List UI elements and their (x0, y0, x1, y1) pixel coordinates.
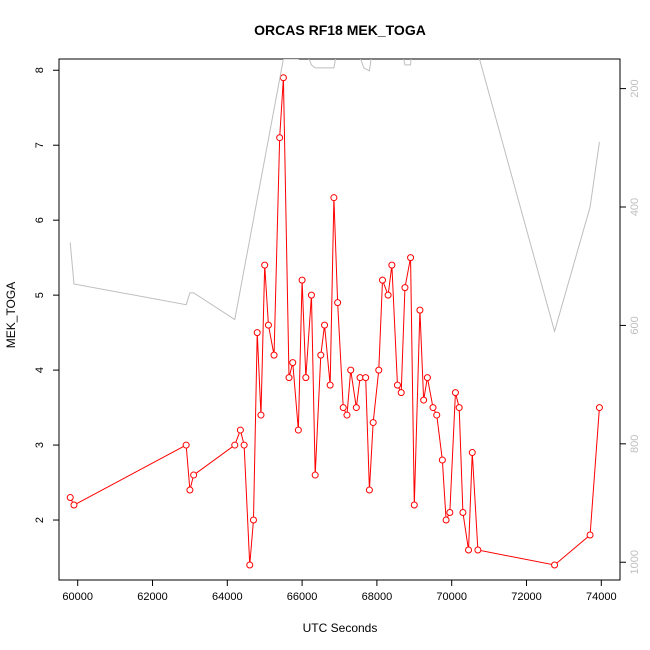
data-point (339, 404, 347, 412)
data-point (264, 321, 272, 329)
plot-frame (58, 58, 621, 581)
x-tick-label: 64000 (212, 591, 243, 603)
x-tick-label: 62000 (137, 591, 168, 603)
right-tick-label: 800 (629, 435, 641, 453)
y-tick-label: 6 (34, 217, 46, 223)
data-point (321, 321, 329, 329)
data-point (446, 509, 454, 517)
data-point (362, 374, 370, 382)
data-point (379, 276, 387, 284)
data-point (420, 396, 428, 404)
data-point (182, 441, 190, 449)
data-point (586, 531, 594, 539)
data-point (393, 381, 401, 389)
data-point (347, 366, 355, 374)
y-tick-label: 4 (34, 367, 46, 373)
data-point (401, 284, 409, 292)
y-tick-label: 3 (34, 442, 46, 448)
data-point (397, 389, 405, 397)
data-point (410, 501, 418, 509)
x-tick-label: 72000 (511, 591, 542, 603)
data-point (595, 404, 603, 412)
chart-title: ORCAS RF18 MEK_TOGA (254, 22, 426, 38)
secondary-series-line (69, 59, 600, 334)
data-point (276, 134, 284, 142)
data-point (433, 411, 441, 419)
data-point (246, 561, 254, 569)
data-point (455, 404, 463, 412)
y-tick-label: 2 (34, 517, 46, 523)
data-point (407, 254, 415, 262)
y-tick-label: 5 (34, 292, 46, 298)
data-point (384, 291, 392, 299)
data-point (249, 516, 257, 524)
x-tick-label: 68000 (362, 591, 393, 603)
data-point (231, 441, 239, 449)
x-tick-label: 74000 (586, 591, 617, 603)
data-point (236, 426, 244, 434)
data-point (438, 456, 446, 464)
data-point (388, 261, 396, 269)
data-point (352, 404, 360, 412)
data-point (285, 374, 293, 382)
data-point (317, 351, 325, 359)
y-axis-label: MEK_TOGA (4, 282, 18, 348)
data-point (416, 306, 424, 314)
data-point (429, 404, 437, 412)
y-tick-label: 8 (34, 67, 46, 73)
data-point (451, 389, 459, 397)
data-point (369, 419, 377, 427)
x-tick-label: 66000 (287, 591, 318, 603)
data-point (270, 351, 278, 359)
data-point (253, 329, 261, 337)
y-axis: 2 3 4 5 6 7 8 (34, 67, 59, 523)
right-tick-label: 1000 (629, 550, 641, 574)
right-tick-label: 600 (629, 316, 641, 334)
right-tick-label: 400 (629, 198, 641, 216)
data-point (334, 299, 342, 307)
x-tick-label: 60000 (62, 591, 93, 603)
x-axis-label: UTC Seconds (303, 621, 378, 635)
data-point (279, 74, 287, 82)
data-point (302, 374, 310, 382)
data-point (257, 411, 265, 419)
data-point (186, 486, 194, 494)
x-tick-label: 70000 (436, 591, 467, 603)
data-point (70, 501, 78, 509)
right-tick-label: 200 (629, 79, 641, 97)
data-point (356, 374, 364, 382)
data-point (442, 516, 450, 524)
data-point (294, 426, 302, 434)
data-point (326, 381, 334, 389)
data-point (311, 471, 319, 479)
x-axis: 60000 62000 64000 66000 68000 70000 72000 74000 (62, 580, 617, 603)
mek-toga-series-line (69, 77, 600, 566)
data-point (343, 411, 351, 419)
data-point (307, 291, 315, 299)
data-point (365, 486, 373, 494)
data-point (465, 546, 473, 554)
data-point (261, 261, 269, 269)
data-point (298, 276, 306, 284)
data-point (375, 366, 383, 374)
right-axis: 200 400 600 800 1000 (620, 79, 641, 574)
y-tick-label: 7 (34, 142, 46, 148)
data-point (330, 194, 338, 202)
data-point (468, 449, 476, 457)
data-point (459, 509, 467, 517)
data-point (423, 374, 431, 382)
data-point (190, 471, 198, 479)
data-point (474, 546, 482, 554)
series-layer (66, 59, 603, 569)
data-point (66, 494, 74, 502)
data-point (289, 359, 297, 367)
data-point (551, 561, 559, 569)
data-point (240, 441, 248, 449)
